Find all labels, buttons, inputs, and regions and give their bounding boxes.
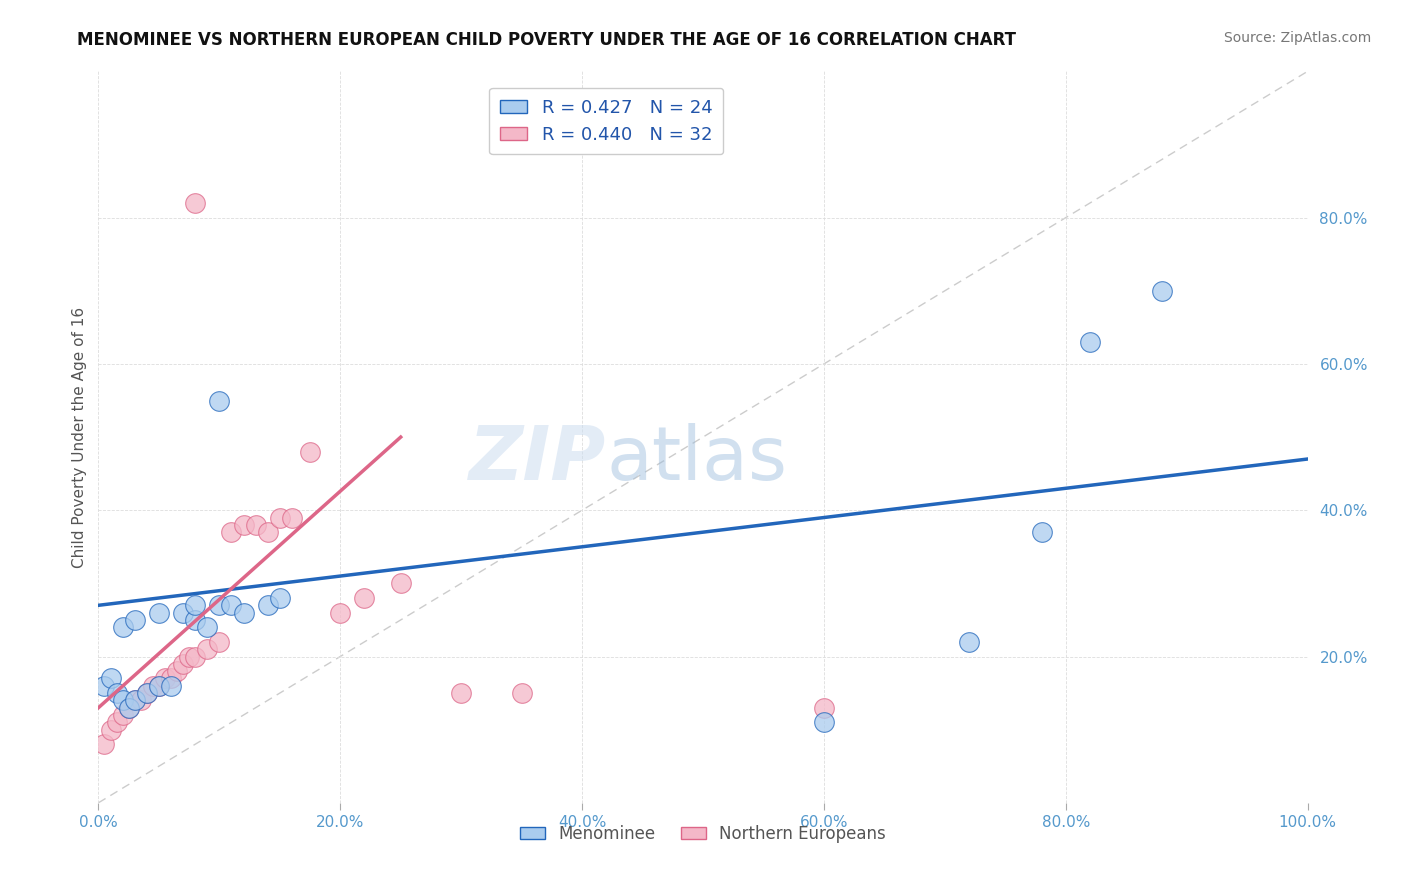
Point	[256, 525, 278, 540]
Point	[148, 679, 170, 693]
Point	[450, 686, 472, 700]
Text: MENOMINEE VS NORTHERN EUROPEAN CHILD POVERTY UNDER THE AGE OF 16 CORRELATION CHA: MENOMINEE VS NORTHERN EUROPEAN CHILD POV…	[77, 31, 1017, 49]
Point	[124, 693, 146, 707]
Point	[184, 599, 207, 613]
Point	[208, 599, 231, 613]
Point	[1031, 525, 1053, 540]
Point	[179, 649, 201, 664]
Point	[208, 393, 231, 408]
Point	[172, 606, 194, 620]
Point	[148, 606, 170, 620]
Point	[135, 686, 157, 700]
Point	[269, 510, 291, 524]
Point	[160, 672, 183, 686]
Point	[269, 591, 291, 605]
Legend: Menominee, Northern Europeans: Menominee, Northern Europeans	[513, 818, 893, 849]
Point	[148, 679, 170, 693]
Point	[221, 599, 243, 613]
Point	[124, 693, 146, 707]
Point	[208, 635, 231, 649]
Point	[281, 510, 304, 524]
Point	[1152, 284, 1174, 298]
Point	[184, 613, 207, 627]
Point	[195, 620, 218, 634]
Y-axis label: Child Poverty Under the Age of 16: Child Poverty Under the Age of 16	[72, 307, 87, 567]
Point	[184, 649, 207, 664]
Point	[389, 576, 412, 591]
Point	[118, 700, 141, 714]
Point	[124, 613, 146, 627]
Point	[245, 517, 267, 532]
Point	[256, 599, 278, 613]
Point	[195, 642, 218, 657]
Point	[105, 686, 128, 700]
Point	[160, 679, 183, 693]
Point	[111, 708, 134, 723]
Point	[100, 723, 122, 737]
Point	[142, 679, 165, 693]
Point	[111, 620, 134, 634]
Point	[221, 525, 243, 540]
Point	[93, 679, 115, 693]
Point	[232, 517, 254, 532]
Point	[232, 606, 254, 620]
Text: atlas: atlas	[606, 423, 787, 496]
Point	[100, 672, 122, 686]
Point	[813, 715, 835, 730]
Point	[166, 664, 188, 678]
Point	[299, 444, 322, 458]
Point	[105, 715, 128, 730]
Point	[510, 686, 533, 700]
Point	[353, 591, 375, 605]
Point	[111, 693, 134, 707]
Point	[184, 196, 207, 211]
Point	[118, 700, 141, 714]
Point	[1078, 334, 1101, 349]
Point	[172, 657, 194, 671]
Point	[153, 672, 176, 686]
Point	[813, 700, 835, 714]
Point	[957, 635, 980, 649]
Point	[129, 693, 152, 707]
Text: Source: ZipAtlas.com: Source: ZipAtlas.com	[1223, 31, 1371, 45]
Point	[135, 686, 157, 700]
Text: ZIP: ZIP	[470, 423, 606, 496]
Point	[93, 737, 115, 751]
Point	[329, 606, 352, 620]
